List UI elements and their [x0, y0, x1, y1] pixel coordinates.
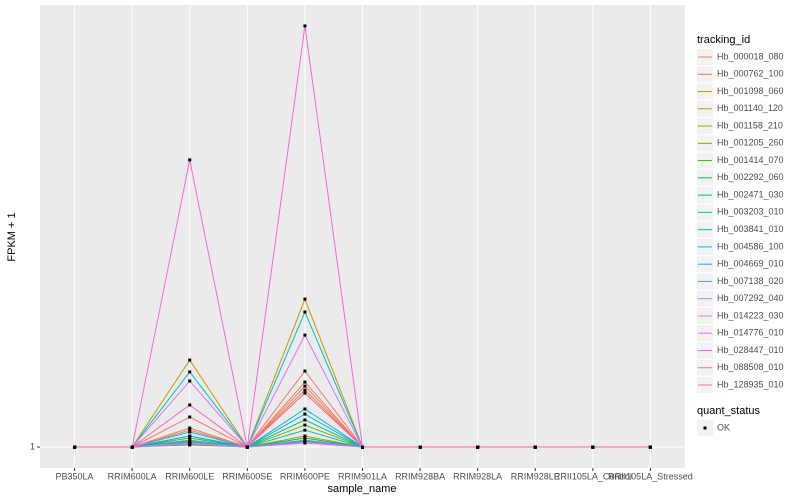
data-point — [303, 333, 307, 337]
legend-title: quant_status — [697, 405, 760, 417]
data-point — [533, 445, 537, 449]
x-tick-label: RRIM600LE — [165, 471, 214, 481]
legend-label: Hb_000018_080 — [717, 51, 784, 61]
legend-label: Hb_128935_010 — [717, 379, 784, 389]
x-tick-label: RRIM928LE — [511, 471, 560, 481]
legend-label: Hb_001205_260 — [717, 138, 784, 148]
legend-label: Hb_003203_010 — [717, 207, 784, 217]
y-axis-title: FPKM + 1 — [6, 212, 18, 261]
data-point — [188, 436, 192, 440]
legend-title: tracking_id — [697, 34, 750, 46]
data-point — [476, 445, 480, 449]
data-point — [648, 445, 652, 449]
data-point — [188, 158, 192, 162]
data-point — [303, 441, 307, 445]
x-tick-label: RRIM928LA — [453, 471, 502, 481]
legend-label: Hb_000762_100 — [717, 69, 784, 79]
data-point — [303, 407, 307, 411]
data-point — [303, 380, 307, 384]
legend-label: Hb_003841_010 — [717, 224, 784, 234]
data-point — [303, 436, 307, 440]
x-tick-label: RRII105LA_Stressed — [608, 471, 693, 481]
data-point — [245, 445, 249, 449]
legend-label: OK — [717, 422, 730, 432]
data-point — [188, 379, 192, 383]
data-point — [303, 434, 307, 438]
data-point — [303, 384, 307, 388]
x-tick-label: RRIM600LA — [108, 471, 157, 481]
y-tick-label: 1 — [30, 441, 35, 451]
legend-label: Hb_007138_020 — [717, 276, 784, 286]
legend-label: Hb_004586_100 — [717, 241, 784, 251]
data-point — [418, 445, 422, 449]
legend-label: Hb_004669_010 — [717, 259, 784, 269]
data-point — [188, 415, 192, 419]
data-point — [188, 428, 192, 432]
data-point — [303, 297, 307, 301]
legend-label: Hb_088508_010 — [717, 362, 784, 372]
x-tick-label: RRIM901LA — [338, 471, 387, 481]
legend-label: Hb_001098_060 — [717, 86, 784, 96]
x-tick-label: RRIM928BA — [395, 471, 445, 481]
legend-label: Hb_028447_010 — [717, 345, 784, 355]
legend-label: Hb_007292_040 — [717, 293, 784, 303]
legend-label: Hb_002292_060 — [717, 172, 784, 182]
data-point — [303, 428, 307, 432]
data-point — [188, 430, 192, 434]
data-point — [188, 370, 192, 374]
data-point — [303, 423, 307, 427]
x-tick-label: RRIM600SE — [222, 471, 272, 481]
legend-swatch — [703, 426, 707, 430]
data-point — [591, 445, 595, 449]
data-point — [303, 412, 307, 416]
data-point — [73, 445, 77, 449]
legend-label: Hb_001140_120 — [717, 103, 783, 113]
data-point — [188, 434, 192, 438]
data-point — [303, 418, 307, 422]
legend-label: Hb_014776_010 — [717, 328, 784, 338]
data-point — [188, 403, 192, 407]
data-point — [303, 391, 307, 395]
data-point — [303, 310, 307, 314]
x-axis-title: sample_name — [327, 483, 396, 495]
data-point — [303, 388, 307, 392]
data-point — [188, 426, 192, 430]
legend-label: Hb_002471_030 — [717, 189, 784, 199]
legend-label: Hb_001158_210 — [717, 120, 783, 130]
data-point — [303, 369, 307, 373]
legend-label: Hb_001414_070 — [717, 155, 784, 165]
x-tick-label: PB350LA — [56, 471, 94, 481]
data-point — [130, 445, 134, 449]
data-point — [303, 24, 307, 28]
x-tick-label: RRII105LA_Control — [554, 471, 632, 481]
legend-label: Hb_014223_030 — [717, 310, 784, 320]
data-point — [188, 358, 192, 362]
data-point — [361, 445, 364, 449]
data-point — [188, 442, 192, 446]
data-point — [303, 438, 307, 442]
x-tick-label: RRIM600PE — [280, 471, 330, 481]
